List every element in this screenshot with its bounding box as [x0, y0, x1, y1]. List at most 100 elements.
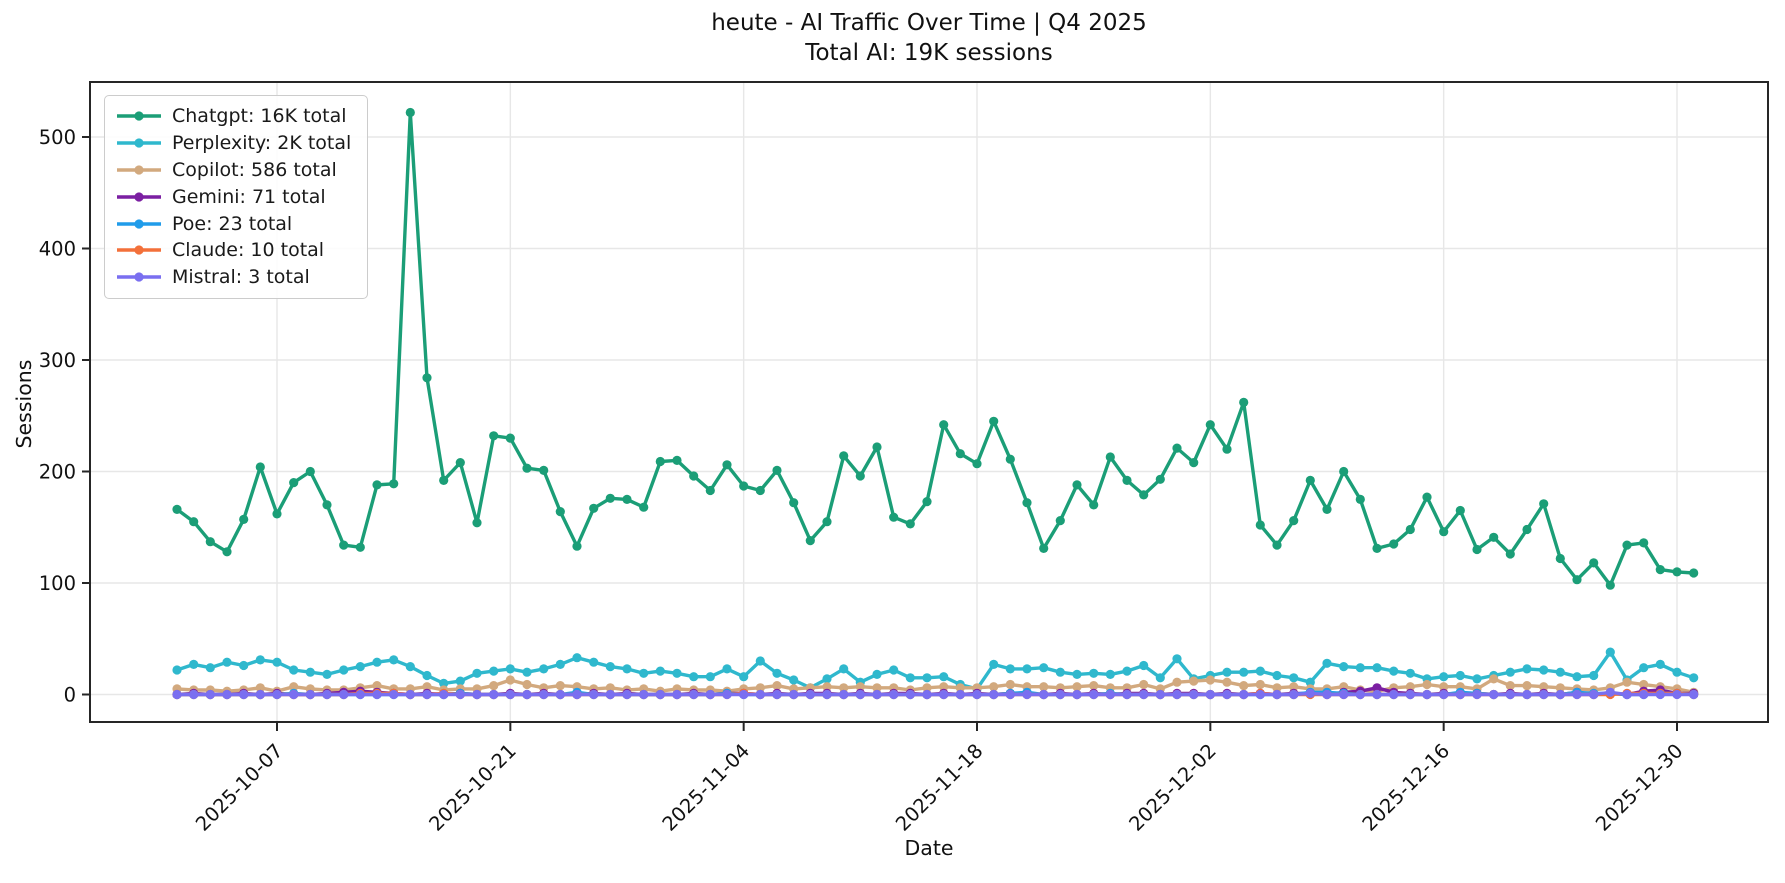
data-point	[1222, 677, 1232, 687]
data-point	[1605, 647, 1615, 657]
x-tick-label: 2025-11-18	[891, 739, 987, 835]
data-point	[1405, 668, 1415, 678]
data-point	[1289, 689, 1299, 700]
data-point	[1689, 689, 1699, 700]
data-point	[172, 665, 182, 675]
data-point	[989, 659, 999, 670]
data-point	[1272, 540, 1282, 550]
data-point	[722, 664, 732, 674]
data-point	[1055, 689, 1065, 700]
data-point	[1655, 659, 1665, 670]
data-point	[1639, 663, 1649, 673]
data-point	[255, 462, 265, 472]
data-point	[372, 689, 382, 700]
data-point	[772, 465, 782, 475]
data-point	[605, 683, 615, 693]
data-point	[755, 656, 765, 666]
data-point	[239, 660, 249, 671]
data-point	[1589, 558, 1599, 568]
data-point	[1689, 568, 1699, 578]
legend-label-perplexity: Perplexity: 2K total	[172, 132, 352, 155]
data-point	[772, 689, 782, 700]
data-point	[689, 689, 699, 700]
data-point	[589, 503, 599, 513]
tick-marks	[82, 136, 1679, 731]
data-point	[422, 682, 432, 692]
data-point	[1522, 524, 1532, 535]
data-point	[805, 536, 815, 546]
data-point	[1422, 492, 1432, 502]
data-point	[889, 665, 899, 675]
data-point	[1622, 677, 1632, 687]
data-point	[1589, 689, 1599, 700]
data-point	[489, 431, 499, 441]
data-point	[1055, 667, 1065, 677]
series-markers-mistral	[172, 687, 1699, 700]
data-point	[1405, 689, 1415, 700]
data-point	[989, 416, 999, 426]
data-point	[1689, 673, 1699, 683]
data-point	[722, 689, 732, 700]
data-point	[1255, 689, 1265, 700]
data-point	[972, 689, 982, 700]
data-point	[1339, 662, 1349, 672]
data-point	[405, 662, 415, 672]
data-point	[1155, 689, 1165, 700]
data-point	[272, 689, 282, 700]
data-point	[1255, 679, 1265, 690]
legend-label-mistral: Mistral: 3 total	[172, 266, 310, 289]
data-point	[639, 689, 649, 700]
data-point	[1072, 682, 1082, 692]
data-point	[1305, 677, 1315, 687]
data-point	[1255, 666, 1265, 676]
data-point	[872, 669, 882, 680]
data-point	[1039, 543, 1049, 554]
data-point	[1472, 544, 1482, 555]
data-point	[572, 541, 582, 551]
data-point	[289, 689, 299, 700]
series-line-chatgpt	[175, 110, 1696, 587]
data-point	[1305, 688, 1315, 699]
data-point	[1205, 675, 1215, 685]
data-point	[1405, 524, 1415, 535]
data-point	[1355, 663, 1365, 673]
data-point	[1105, 689, 1115, 700]
data-point	[955, 683, 965, 693]
data-point	[555, 681, 565, 691]
data-point	[472, 518, 482, 528]
data-point	[1389, 539, 1399, 549]
data-point	[1639, 679, 1649, 690]
data-point	[172, 504, 182, 514]
x-tick-label: 2025-10-21	[424, 739, 520, 835]
data-point	[505, 675, 515, 685]
data-point	[1639, 689, 1649, 700]
data-point	[1289, 682, 1299, 692]
data-point	[372, 480, 382, 490]
data-point	[1522, 689, 1532, 700]
data-point	[1489, 532, 1499, 542]
data-point	[355, 689, 365, 700]
data-point	[555, 659, 565, 670]
data-point	[1305, 475, 1315, 485]
data-point	[189, 689, 199, 700]
series-line-perplexity	[175, 650, 1696, 691]
data-point	[989, 689, 999, 700]
data-point	[872, 442, 882, 452]
data-point	[489, 666, 499, 676]
data-point	[922, 497, 932, 507]
data-point	[1189, 458, 1199, 468]
data-point	[1039, 689, 1049, 700]
data-point	[1555, 689, 1565, 700]
data-point	[1605, 580, 1615, 590]
data-point	[1239, 681, 1249, 691]
data-point	[1022, 664, 1032, 674]
data-point	[205, 537, 215, 547]
legend-item-gemini: Gemini: 71 total	[115, 183, 351, 210]
data-point	[705, 485, 715, 496]
y-tick-label: 300	[39, 349, 76, 372]
y-tick-label: 100	[39, 572, 76, 595]
data-point	[472, 689, 482, 700]
data-point	[539, 664, 549, 674]
data-point	[1555, 683, 1565, 693]
data-point	[372, 681, 382, 691]
